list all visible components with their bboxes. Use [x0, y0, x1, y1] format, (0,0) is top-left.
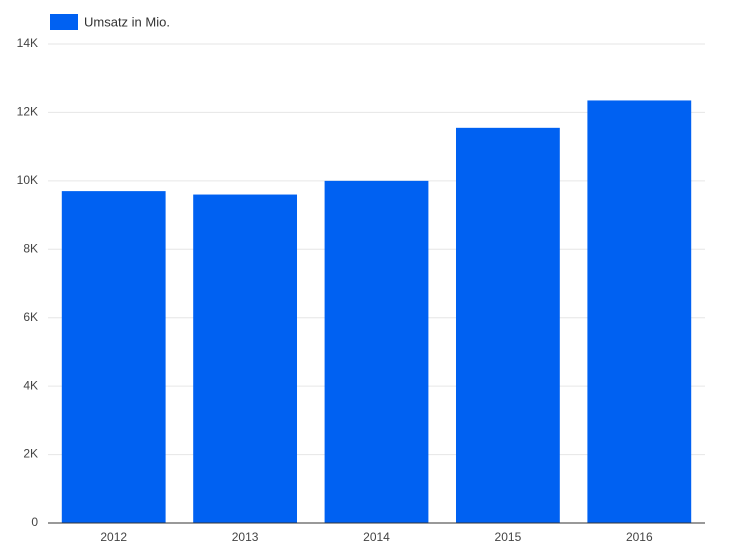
- bar: [587, 100, 692, 523]
- y-tick-label: 0: [31, 515, 38, 529]
- bar: [193, 194, 298, 524]
- bar: [61, 191, 166, 523]
- y-tick-label: 4K: [23, 378, 38, 392]
- y-tick-label: 2K: [23, 447, 38, 461]
- bar: [455, 127, 560, 523]
- bar: [324, 180, 429, 523]
- legend-label: Umsatz in Mio.: [84, 14, 170, 29]
- y-tick-label: 6K: [23, 310, 38, 324]
- y-tick-label: 8K: [23, 241, 38, 255]
- y-tick-label: 12K: [17, 105, 38, 119]
- x-tick-label: 2015: [495, 530, 522, 544]
- x-tick-label: 2016: [626, 530, 653, 544]
- x-tick-label: 2014: [363, 530, 390, 544]
- y-tick-label: 14K: [17, 36, 38, 50]
- x-tick-label: 2012: [100, 530, 127, 544]
- legend-swatch: [50, 14, 78, 30]
- x-tick-label: 2013: [232, 530, 259, 544]
- y-tick-label: 10K: [17, 173, 38, 187]
